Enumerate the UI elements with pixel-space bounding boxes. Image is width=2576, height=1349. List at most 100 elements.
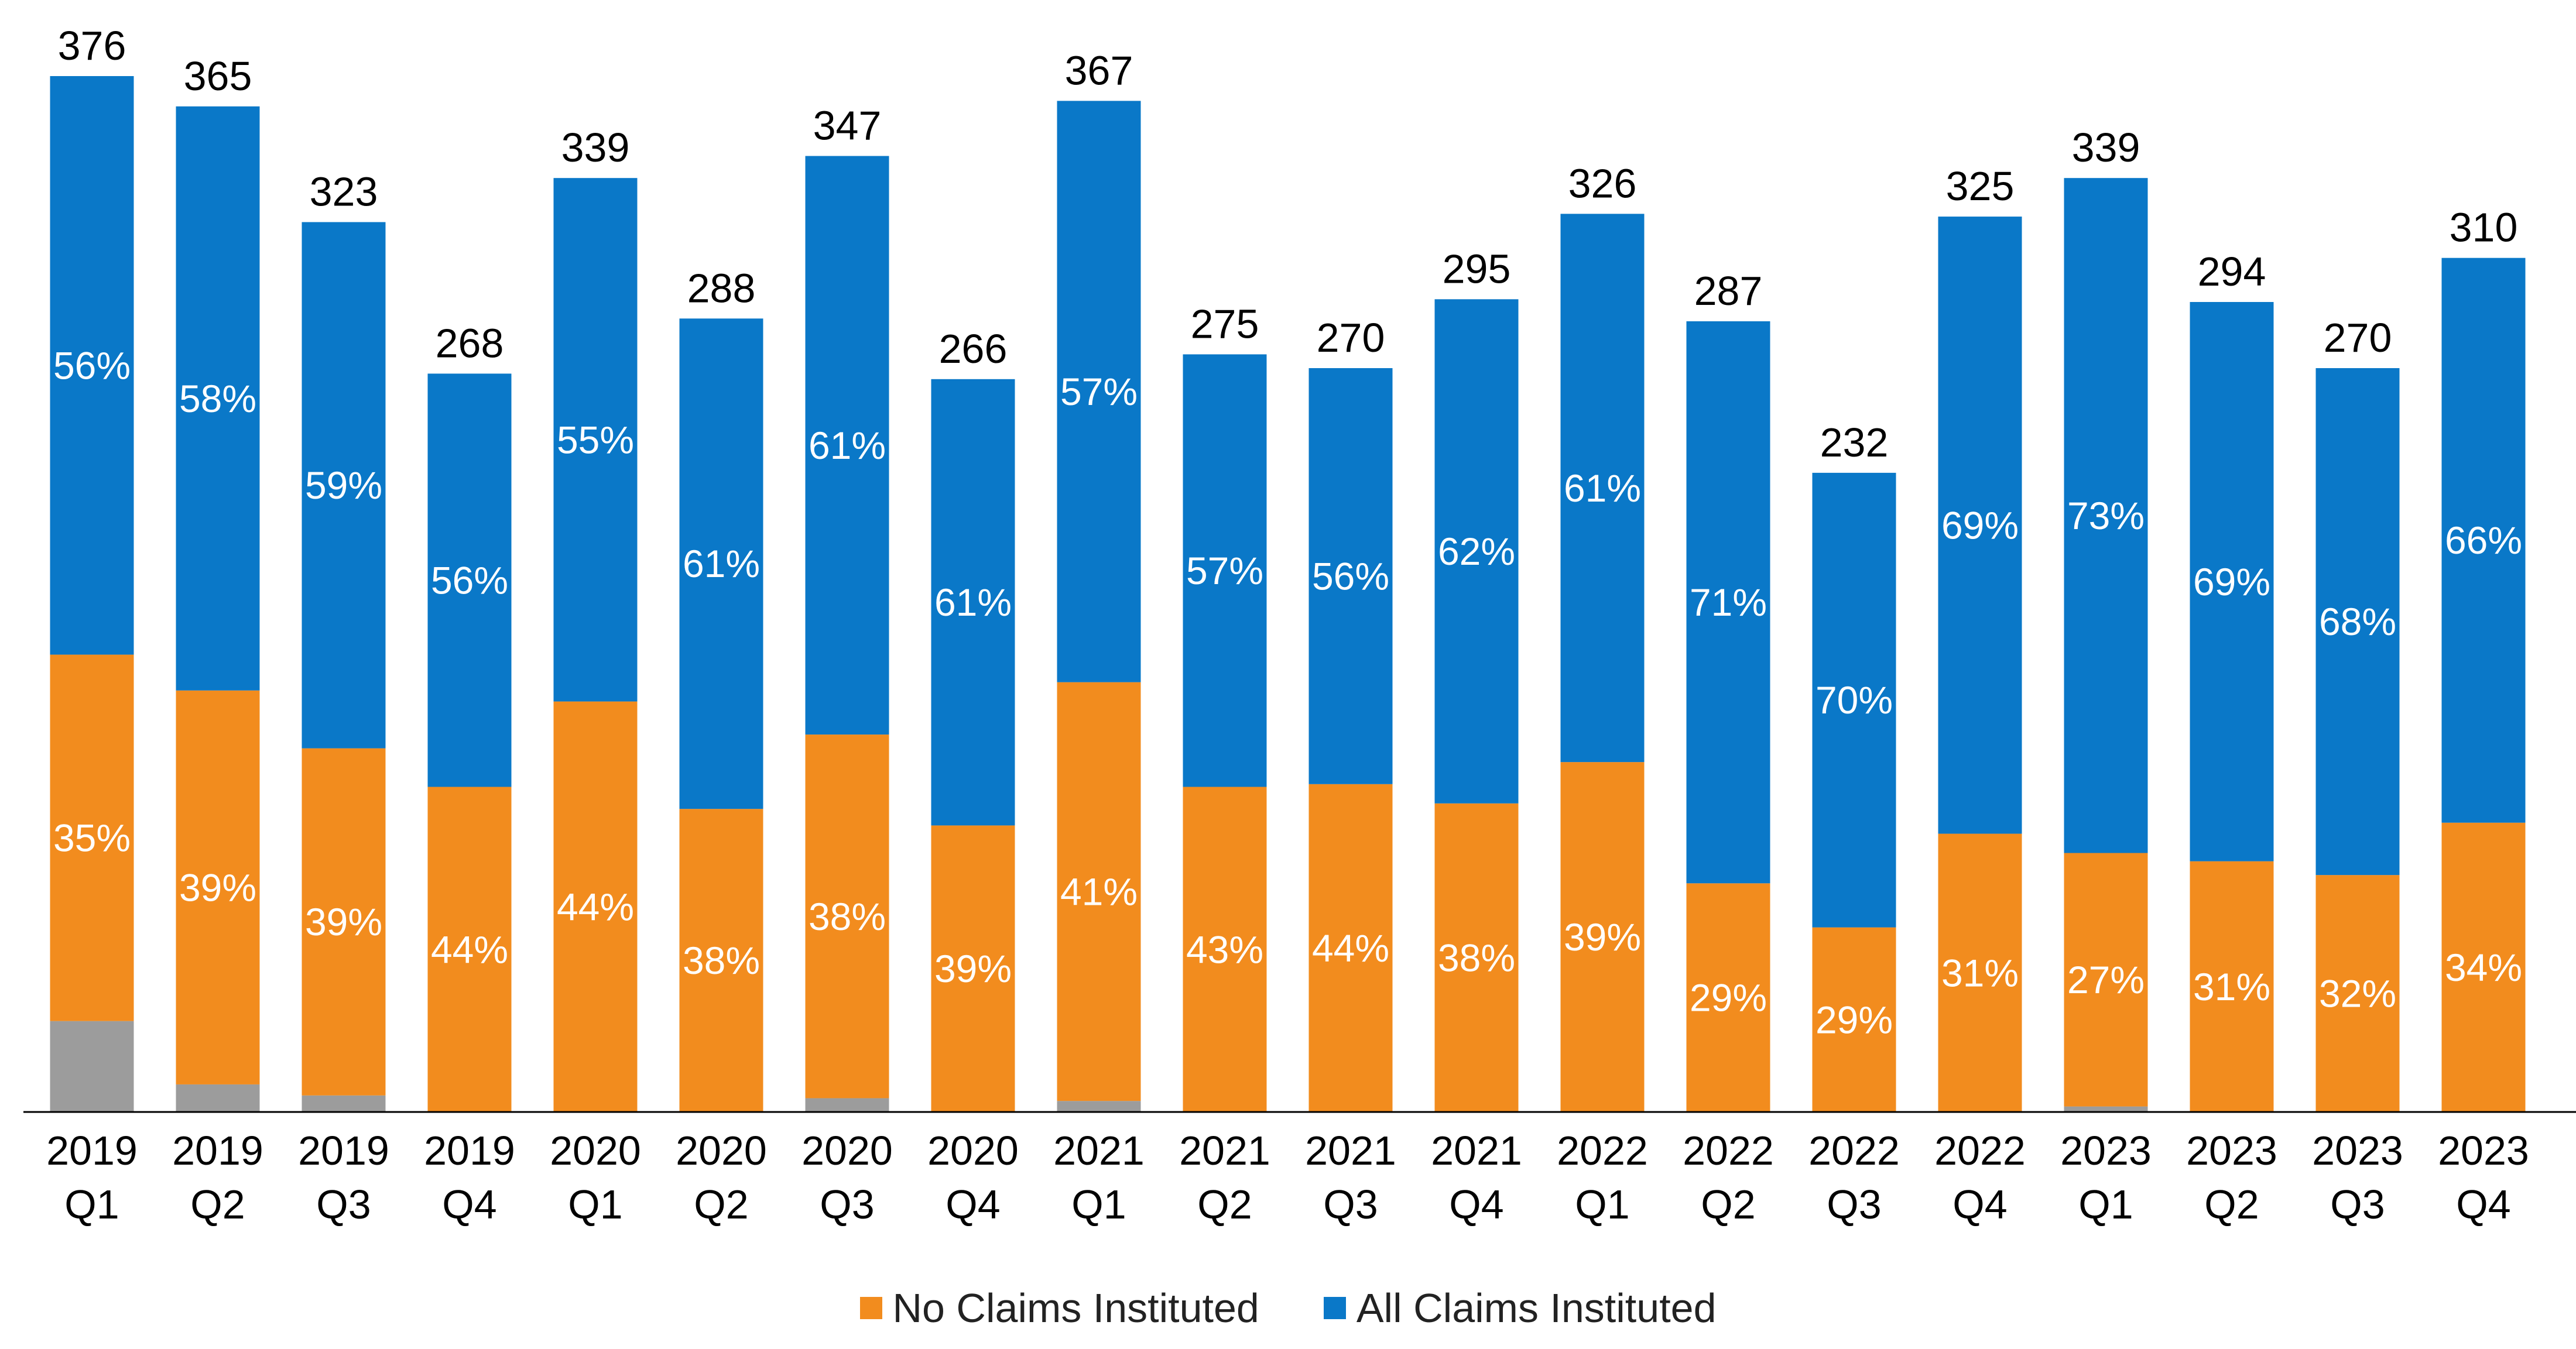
x-tick-label-quarter: Q4 [946,1182,1000,1227]
data-label-all-claims: 61% [683,542,760,585]
data-label-no-claims: 39% [179,866,256,909]
data-label-no-claims: 39% [934,947,1012,990]
total-label: 268 [436,320,504,366]
total-label: 288 [687,265,756,311]
total-label: 326 [1568,160,1637,206]
data-label-all-claims: 55% [557,418,634,461]
chart-container: 35%56%3762019Q139%58%3652019Q239%59%3232… [0,0,2576,1349]
legend: No Claims Instituted All Claims Institut… [0,1285,2576,1331]
x-tick-label-year: 2021 [1305,1128,1396,1173]
total-label: 323 [310,169,378,214]
data-label-no-claims: 43% [1186,928,1263,971]
bar-segment-other [176,1084,260,1112]
data-label-all-claims: 70% [1815,678,1893,722]
x-tick-label-year: 2022 [1808,1128,1900,1173]
total-label: 310 [2450,205,2518,250]
data-label-all-claims: 68% [2319,600,2396,643]
total-label: 376 [58,23,126,68]
x-tick-label-year: 2022 [1557,1128,1648,1173]
legend-label-all-claims: All Claims Instituted [1356,1285,1717,1331]
x-tick-label-quarter: Q3 [2330,1182,2385,1227]
x-tick-label-quarter: Q2 [694,1182,748,1227]
data-label-all-claims: 61% [1564,466,1641,510]
x-tick-label-quarter: Q2 [2204,1182,2259,1227]
data-label-all-claims: 58% [179,377,256,420]
legend-label-no-claims: No Claims Instituted [893,1285,1259,1331]
x-tick-label-year: 2019 [424,1128,515,1173]
legend-item-no-claims: No Claims Instituted [860,1285,1259,1331]
data-label-all-claims: 59% [305,464,382,507]
x-tick-label-year: 2020 [676,1128,767,1173]
total-label: 295 [1443,246,1511,291]
data-label-no-claims: 41% [1060,870,1138,913]
total-label: 266 [939,326,1008,372]
total-label: 339 [2072,125,2140,170]
x-tick-label-year: 2019 [172,1128,263,1173]
x-tick-label-quarter: Q4 [2456,1182,2510,1227]
data-label-all-claims: 56% [431,558,508,602]
total-label: 232 [1820,420,1889,465]
data-label-no-claims: 35% [53,816,131,860]
total-label: 275 [1191,301,1259,346]
total-label: 339 [561,125,630,170]
data-label-all-claims: 61% [934,581,1012,624]
x-tick-label-quarter: Q4 [1952,1182,2007,1227]
legend-swatch-no-claims [860,1297,882,1319]
x-tick-label-year: 2021 [1179,1128,1270,1173]
x-tick-label-year: 2021 [1053,1128,1145,1173]
data-label-no-claims: 38% [1438,936,1515,979]
data-label-all-claims: 57% [1060,370,1138,413]
data-label-all-claims: 61% [809,424,886,467]
data-label-no-claims: 38% [809,895,886,938]
x-tick-label-quarter: Q4 [442,1182,496,1227]
data-label-no-claims: 34% [2445,946,2522,989]
data-label-no-claims: 31% [1941,951,2019,994]
x-tick-label-quarter: Q2 [190,1182,245,1227]
data-label-no-claims: 32% [2319,972,2396,1015]
data-label-all-claims: 69% [1941,503,2019,547]
data-label-no-claims: 38% [683,939,760,982]
x-tick-label-year: 2020 [927,1128,1019,1173]
x-tick-label-quarter: Q3 [316,1182,371,1227]
data-label-no-claims: 39% [1564,915,1641,959]
data-label-all-claims: 69% [2193,560,2270,603]
x-tick-label-quarter: Q1 [2078,1182,2133,1227]
data-label-no-claims: 31% [2193,965,2270,1008]
data-label-all-claims: 73% [2067,494,2145,537]
x-tick-label-year: 2023 [2438,1128,2529,1173]
x-tick-label-year: 2020 [550,1128,641,1173]
x-tick-label-quarter: Q2 [1701,1182,1755,1227]
x-tick-label-quarter: Q1 [568,1182,622,1227]
data-label-no-claims: 29% [1815,998,1893,1041]
total-label: 367 [1065,47,1133,93]
bar-segment-other [1057,1101,1141,1112]
x-tick-label-year: 2022 [1934,1128,2026,1173]
x-tick-label-quarter: Q2 [1197,1182,1252,1227]
data-label-all-claims: 62% [1438,530,1515,573]
data-label-all-claims: 71% [1690,581,1767,624]
x-tick-label-year: 2023 [2186,1128,2277,1173]
data-label-no-claims: 44% [1312,926,1389,970]
data-label-all-claims: 56% [53,344,131,387]
x-tick-label-year: 2019 [298,1128,389,1173]
data-label-all-claims: 56% [1312,554,1389,598]
x-tick-label-year: 2021 [1431,1128,1522,1173]
data-label-all-claims: 57% [1186,549,1263,592]
x-tick-label-year: 2020 [801,1128,893,1173]
x-tick-label-year: 2022 [1683,1128,1774,1173]
x-tick-label-quarter: Q3 [1323,1182,1378,1227]
data-label-no-claims: 44% [557,885,634,928]
bar-segment-other [50,1021,134,1112]
x-tick-label-year: 2023 [2312,1128,2403,1173]
x-tick-label-quarter: Q1 [1071,1182,1126,1227]
total-label: 325 [1946,163,2015,209]
x-tick-label-quarter: Q1 [64,1182,119,1227]
bar-segment-other [806,1098,889,1112]
x-tick-label-quarter: Q4 [1449,1182,1503,1227]
x-tick-label-year: 2023 [2060,1128,2152,1173]
data-label-no-claims: 39% [305,900,382,943]
total-label: 347 [813,103,882,149]
data-label-all-claims: 66% [2445,519,2522,562]
total-label: 287 [1694,268,1763,314]
x-tick-label-year: 2019 [46,1128,138,1173]
